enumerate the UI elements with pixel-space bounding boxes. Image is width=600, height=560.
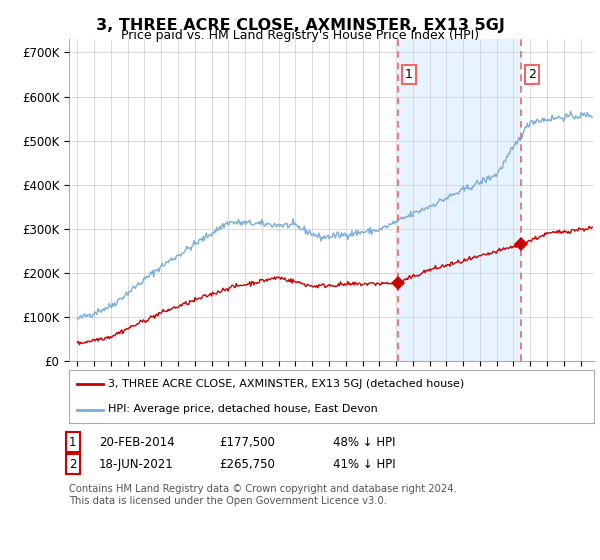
- Text: HPI: Average price, detached house, East Devon: HPI: Average price, detached house, East…: [109, 404, 378, 414]
- Text: £265,750: £265,750: [219, 458, 275, 470]
- Text: Contains HM Land Registry data © Crown copyright and database right 2024.
This d: Contains HM Land Registry data © Crown c…: [69, 484, 457, 506]
- Text: 2: 2: [528, 68, 536, 81]
- Text: £177,500: £177,500: [219, 436, 275, 449]
- Text: 18-JUN-2021: 18-JUN-2021: [99, 458, 174, 470]
- Text: 1: 1: [69, 436, 77, 449]
- Text: Price paid vs. HM Land Registry's House Price Index (HPI): Price paid vs. HM Land Registry's House …: [121, 29, 479, 42]
- Text: 3, THREE ACRE CLOSE, AXMINSTER, EX13 5GJ (detached house): 3, THREE ACRE CLOSE, AXMINSTER, EX13 5GJ…: [109, 379, 464, 389]
- Bar: [398, 39, 521, 361]
- Text: 48% ↓ HPI: 48% ↓ HPI: [333, 436, 395, 449]
- Text: 1: 1: [405, 68, 413, 81]
- Text: 2: 2: [69, 458, 77, 470]
- Text: 20-FEB-2014: 20-FEB-2014: [99, 436, 175, 449]
- Text: 41% ↓ HPI: 41% ↓ HPI: [333, 458, 395, 470]
- Text: 3, THREE ACRE CLOSE, AXMINSTER, EX13 5GJ: 3, THREE ACRE CLOSE, AXMINSTER, EX13 5GJ: [95, 18, 505, 33]
